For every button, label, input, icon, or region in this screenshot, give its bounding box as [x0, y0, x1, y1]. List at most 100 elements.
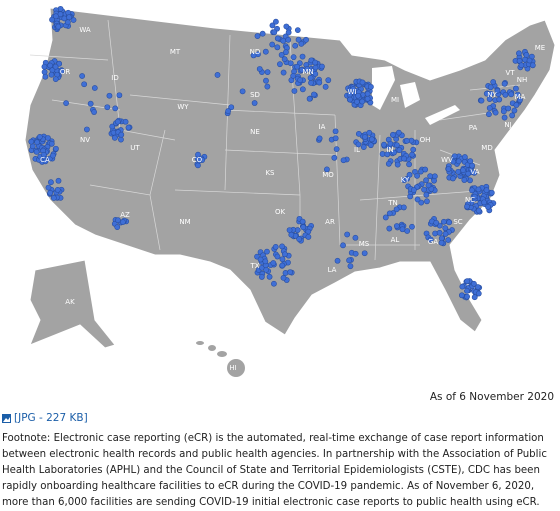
facility-dot — [517, 97, 523, 103]
facility-dot — [262, 48, 269, 55]
facility-dot — [250, 52, 257, 59]
facility-dot — [273, 18, 279, 25]
facility-dot — [424, 198, 430, 205]
facility-dot — [471, 280, 477, 287]
facility-dot — [322, 83, 329, 90]
facility-dot — [299, 218, 306, 225]
hawaii — [196, 341, 245, 377]
facility-dot — [433, 219, 440, 226]
facility-dot — [464, 293, 470, 300]
facility-dot — [297, 77, 304, 83]
facility-dot — [304, 66, 311, 72]
facility-dot — [112, 105, 119, 112]
state-label: GA — [428, 238, 438, 246]
facility-dot — [122, 118, 129, 125]
state-label: NM — [179, 218, 190, 226]
facility-dot — [445, 166, 452, 172]
facility-dot — [344, 231, 351, 238]
facility-dot — [529, 62, 536, 69]
facility-dot — [505, 105, 512, 112]
state-label: WI — [348, 88, 357, 96]
state-label: OH — [420, 136, 431, 144]
facility-dot — [114, 224, 121, 231]
state-labels: WA OR CA NV ID MT WY UT AZ CO NM ND SD NE KS OK TX MN IA MO… — [40, 26, 545, 372]
facility-dot — [269, 22, 276, 29]
facility-dot — [464, 278, 471, 285]
facility-dot — [421, 186, 427, 193]
link-text[interactable]: [JPG - 227 KB] — [14, 412, 88, 424]
facility-dot — [40, 151, 47, 158]
facility-dot — [445, 237, 452, 243]
facility-dot — [281, 251, 288, 258]
facility-dot — [274, 35, 281, 42]
state-label: MD — [481, 144, 492, 152]
facility-dot — [312, 59, 319, 66]
state-label: CA — [40, 156, 50, 164]
facility-dot — [52, 76, 59, 83]
facility-dot — [488, 189, 495, 196]
facility-dot — [296, 236, 303, 243]
state-label: OR — [60, 68, 71, 76]
facility-dot — [382, 214, 389, 221]
facility-dot — [120, 219, 126, 225]
facility-dot — [332, 135, 339, 142]
facility-dot — [42, 158, 49, 165]
facility-dot — [513, 102, 520, 108]
facility-dot — [514, 91, 521, 98]
facility-dot — [423, 191, 430, 198]
facility-dot — [290, 72, 297, 79]
facility-dot — [307, 75, 314, 81]
facility-dot — [319, 63, 325, 70]
state-label: MN — [302, 68, 313, 76]
facility-dot — [368, 142, 374, 149]
facility-dot — [118, 131, 125, 138]
facility-dot — [286, 227, 293, 234]
facility-dot — [91, 109, 97, 115]
facility-dot — [256, 66, 263, 72]
facility-dot — [280, 274, 287, 281]
facility-dot — [287, 269, 294, 275]
facility-dot — [277, 61, 283, 68]
facility-dot — [104, 104, 111, 111]
facility-dot — [36, 134, 43, 140]
facility-dot — [306, 95, 313, 102]
state-label: WV — [441, 156, 453, 164]
facility-dot — [58, 68, 65, 75]
facility-dot — [264, 83, 271, 90]
facility-dot — [488, 91, 494, 97]
facility-dot — [331, 154, 338, 161]
facility-dot — [355, 130, 362, 137]
as-of-note: As of 6 November 2020 — [429, 391, 554, 403]
facility-dot — [442, 231, 449, 237]
facility-dot — [264, 248, 270, 255]
facility-dot — [347, 263, 354, 270]
facility-dot — [114, 118, 121, 125]
facility-dot — [366, 129, 373, 136]
facility-dot — [350, 86, 357, 92]
state-label: ME — [535, 44, 545, 52]
facility-dot — [298, 40, 305, 47]
facility-dot — [523, 52, 530, 58]
state-label: MO — [322, 171, 334, 179]
facility-dot — [501, 114, 508, 121]
facility-dot — [118, 136, 124, 143]
lake — [425, 105, 460, 125]
facility-dot — [34, 139, 40, 146]
facility-dot — [287, 60, 294, 67]
facility-dot — [283, 23, 290, 30]
facility-dot — [303, 36, 309, 43]
facility-dot — [425, 182, 432, 189]
state-label: SD — [250, 91, 260, 99]
facility-dot — [509, 112, 516, 119]
facility-dot — [291, 88, 298, 94]
facility-dot — [254, 33, 261, 39]
lake — [372, 66, 395, 110]
facility-dot — [225, 108, 232, 114]
facility-dot — [427, 236, 434, 243]
facility-dot — [66, 14, 72, 21]
state-label: NH — [517, 76, 528, 84]
image-link[interactable]: [JPG - 227 KB] — [2, 412, 88, 424]
facility-dot — [48, 179, 54, 186]
facility-dot — [414, 172, 420, 179]
